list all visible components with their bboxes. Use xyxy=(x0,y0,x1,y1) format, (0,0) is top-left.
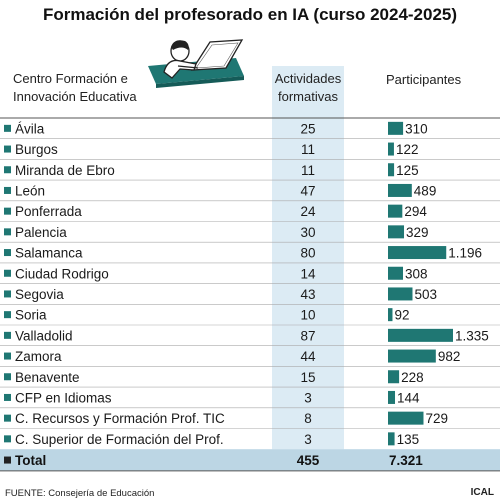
actividades-value: 8 xyxy=(304,411,312,426)
actividades-value: 3 xyxy=(304,390,312,405)
participantes-value: 122 xyxy=(396,142,419,157)
centro-label: Ponferrada xyxy=(15,204,82,219)
header-actividades-line1: Actividades xyxy=(274,71,342,86)
participantes-bar xyxy=(388,204,403,218)
centro-label: Segovia xyxy=(15,287,64,302)
actividades-value: 80 xyxy=(300,246,315,261)
total-row-bg xyxy=(0,449,500,471)
centro-label: Palencia xyxy=(15,225,67,240)
participantes-value: 125 xyxy=(396,163,419,178)
participantes-value: 294 xyxy=(404,204,427,219)
row-marker xyxy=(4,186,11,194)
actividades-column-bg xyxy=(272,66,344,450)
row-marker xyxy=(4,145,11,153)
actividades-value: 14 xyxy=(300,266,316,281)
chart-title: Formación del profesorado en IA (curso 2… xyxy=(42,5,458,24)
row-marker xyxy=(4,331,11,339)
row-marker xyxy=(4,352,11,360)
participantes-bar xyxy=(388,411,424,425)
participantes-bar xyxy=(388,349,436,363)
header-participantes: Participantes xyxy=(386,72,462,87)
actividades-value: 87 xyxy=(300,328,315,343)
participantes-value: 310 xyxy=(405,121,428,136)
row-marker xyxy=(4,373,11,381)
header-centro-line2: Innovación Educativa xyxy=(13,89,137,104)
actividades-value: 43 xyxy=(300,287,315,302)
actividades-value: 30 xyxy=(300,225,315,240)
row-marker xyxy=(4,311,11,319)
centro-label: Ciudad Rodrigo xyxy=(15,266,109,281)
actividades-value: 11 xyxy=(301,142,315,157)
actividades-value: 47 xyxy=(300,183,315,198)
total-actividades: 455 xyxy=(297,453,320,468)
actividades-value: 44 xyxy=(300,349,316,364)
participantes-bar xyxy=(388,163,395,177)
header-centro: Centro Formación e Innovación Educativa xyxy=(13,70,137,106)
centro-label: Burgos xyxy=(15,142,58,157)
row-marker xyxy=(4,393,11,401)
centro-label: Benavente xyxy=(15,370,80,385)
participantes-bar xyxy=(388,287,413,301)
header-actividades: Actividades formativas xyxy=(272,70,344,106)
agency-credit: ICAL xyxy=(470,487,494,498)
row-marker xyxy=(4,269,11,277)
total-participantes: 7.321 xyxy=(389,453,423,468)
total-marker xyxy=(4,456,11,464)
actividades-value: 10 xyxy=(300,308,315,323)
centro-label: Valladolid xyxy=(15,328,73,343)
participantes-value: 92 xyxy=(394,308,409,323)
participantes-value: 308 xyxy=(405,266,428,281)
participantes-value: 228 xyxy=(401,370,424,385)
centro-label: Zamora xyxy=(15,349,62,364)
participantes-value: 489 xyxy=(414,183,437,198)
centro-label: León xyxy=(15,183,45,198)
participantes-value: 729 xyxy=(425,411,448,426)
row-marker xyxy=(4,290,11,298)
row-marker xyxy=(4,435,11,443)
actividades-value: 15 xyxy=(300,370,315,385)
header-actividades-line2: formativas xyxy=(278,89,338,104)
actividades-value: 25 xyxy=(300,121,315,136)
row-marker xyxy=(4,228,11,236)
participantes-value: 144 xyxy=(397,390,420,405)
participantes-value: 1.196 xyxy=(448,246,482,261)
participantes-bar xyxy=(388,142,394,156)
teacher-laptop-illustration xyxy=(148,39,244,88)
participantes-value: 135 xyxy=(397,432,420,447)
actividades-value: 3 xyxy=(304,432,312,447)
participantes-bar xyxy=(388,370,400,384)
participantes-bar xyxy=(388,390,396,404)
actividades-value: 11 xyxy=(301,163,315,178)
row-marker xyxy=(4,249,11,257)
total-label: Total xyxy=(15,453,46,468)
centro-label: CFP en Idiomas xyxy=(15,390,112,405)
participantes-bar xyxy=(388,308,393,322)
participantes-bar xyxy=(388,432,395,446)
row-marker xyxy=(4,207,11,215)
participantes-bar xyxy=(388,225,405,239)
participantes-bar xyxy=(388,183,412,197)
centro-label: Ávila xyxy=(15,121,45,136)
centro-label: Salamanca xyxy=(15,246,83,261)
row-marker xyxy=(4,414,11,422)
participantes-value: 503 xyxy=(414,287,437,302)
participantes-bar xyxy=(388,266,403,280)
participantes-bar xyxy=(388,121,404,135)
participantes-value: 329 xyxy=(406,225,429,240)
row-marker xyxy=(4,166,11,174)
centro-label: C. Superior de Formación del Prof. xyxy=(15,432,224,447)
header-centro-line1: Centro Formación e xyxy=(13,71,128,86)
participantes-value: 982 xyxy=(438,349,461,364)
row-marker xyxy=(4,124,11,132)
participantes-bar xyxy=(388,246,447,260)
actividades-value: 24 xyxy=(300,204,316,219)
centro-label: Miranda de Ebro xyxy=(15,163,115,178)
centro-label: Soria xyxy=(15,308,47,323)
participantes-value: 1.335 xyxy=(455,328,489,343)
participantes-bar xyxy=(388,328,453,342)
centro-label: C. Recursos y Formación Prof. TIC xyxy=(15,411,225,426)
source-note: FUENTE: Consejería de Educación xyxy=(5,488,155,499)
